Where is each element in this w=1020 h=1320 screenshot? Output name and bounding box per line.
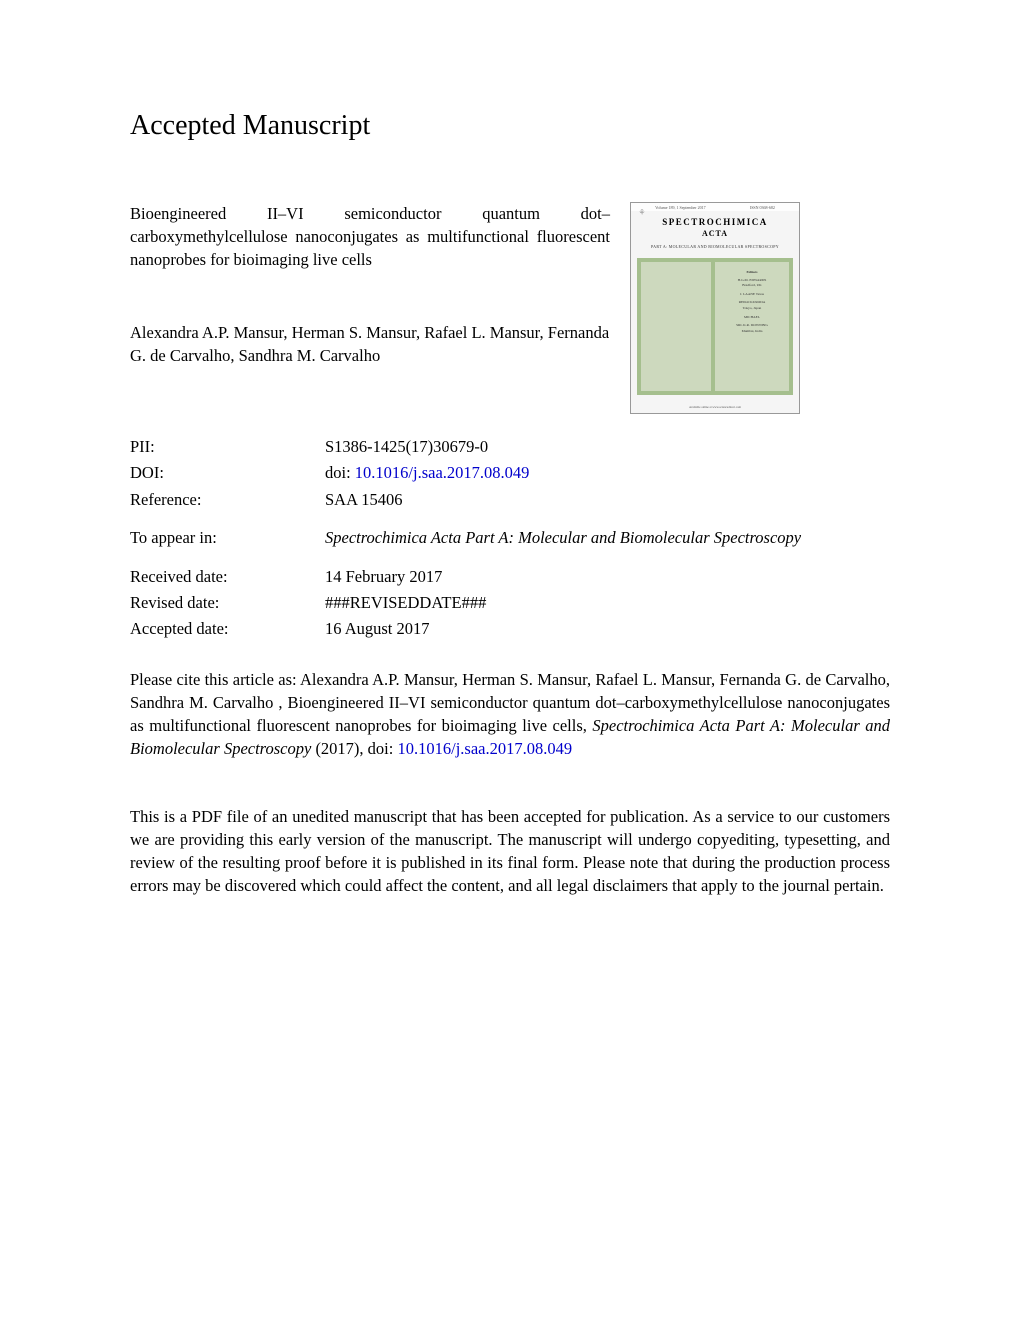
meta-value: 16 August 2017 xyxy=(325,616,890,642)
meta-label: To appear in: xyxy=(130,525,325,551)
thumb-journal-title-2: ACTA xyxy=(631,229,799,242)
meta-value: doi: 10.1016/j.saa.2017.08.049 xyxy=(325,460,890,486)
citation-doi-link[interactable]: 10.1016/j.saa.2017.08.049 xyxy=(397,739,572,758)
thumb-issn: ISSN 0368-682 xyxy=(750,205,775,209)
meta-row-pii: PII: S1386-1425(17)30679-0 xyxy=(130,434,890,460)
meta-label: Accepted date: xyxy=(130,616,325,642)
thumb-panel-right: Editors H.G.M. EDWARDS Bradford, UK J. L… xyxy=(715,262,789,391)
meta-label: Revised date: xyxy=(130,590,325,616)
meta-row-revised: Revised date: ###REVISEDDATE### xyxy=(130,590,890,616)
meta-row-doi: DOI: doi: 10.1016/j.saa.2017.08.049 xyxy=(130,460,890,486)
thumb-editor-loc: Tokyo, Japan xyxy=(717,306,787,312)
meta-label: Reference: xyxy=(130,487,325,513)
article-title: Bioengineered II–VI semiconductor quantu… xyxy=(130,202,610,271)
meta-row-reference: Reference: SAA 15406 xyxy=(130,487,890,513)
doi-prefix: doi: xyxy=(325,463,355,482)
journal-cover-thumbnail: ⚘ Volume 189, 1 September 2017 ISSN 0368… xyxy=(630,202,800,414)
meta-row-received: Received date: 14 February 2017 xyxy=(130,564,890,590)
meta-row-appear: To appear in: Spectrochimica Acta Part A… xyxy=(130,525,890,551)
thumb-body: Editors H.G.M. EDWARDS Bradford, UK J. L… xyxy=(637,258,793,395)
authors: Alexandra A.P. Mansur, Herman S. Mansur,… xyxy=(130,321,610,367)
meta-label: DOI: xyxy=(130,460,325,486)
meta-value: 14 February 2017 xyxy=(325,564,890,590)
meta-row-accepted: Accepted date: 16 August 2017 xyxy=(130,616,890,642)
page-heading: Accepted Manuscript xyxy=(130,110,890,142)
thumb-editor-loc: Bradford, UK xyxy=(717,283,787,289)
elsevier-logo-icon: ⚘ xyxy=(635,205,649,219)
thumb-header: Volume 189, 1 September 2017 ISSN 0368-6… xyxy=(631,203,799,211)
citation-year: (2017), doi: xyxy=(311,739,397,758)
thumb-volume: Volume 189, 1 September 2017 xyxy=(655,205,705,209)
thumb-journal-title-1: SPECTROCHIMICA xyxy=(631,211,799,229)
meta-value: Spectrochimica Acta Part A: Molecular an… xyxy=(325,525,890,551)
doi-link[interactable]: 10.1016/j.saa.2017.08.049 xyxy=(355,463,530,482)
metadata-table: PII: S1386-1425(17)30679-0 DOI: doi: 10.… xyxy=(130,434,890,643)
meta-label: Received date: xyxy=(130,564,325,590)
citation-text: Please cite this article as: Alexandra A… xyxy=(130,668,890,760)
thumb-panel-left xyxy=(641,262,711,391)
thumb-journal-subtitle: PART A: MOLECULAR AND BIOMOLECULAR SPECT… xyxy=(631,242,799,251)
thumb-editor-loc: Mumbai, India xyxy=(717,329,787,335)
thumb-editor: MICHAEL xyxy=(717,315,787,321)
disclaimer-text: This is a PDF file of an unedited manusc… xyxy=(130,805,890,897)
meta-value: ###REVISEDDATE### xyxy=(325,590,890,616)
left-column: Bioengineered II–VI semiconductor quantu… xyxy=(130,202,610,414)
top-section: Bioengineered II–VI semiconductor quantu… xyxy=(130,202,890,414)
thumb-editors-heading: Editors xyxy=(717,270,787,276)
meta-label: PII: xyxy=(130,434,325,460)
thumb-footer: Available online at www.sciencedirect.co… xyxy=(637,405,793,409)
meta-value: SAA 15406 xyxy=(325,487,890,513)
meta-value: S1386-1425(17)30679-0 xyxy=(325,434,890,460)
thumb-editor: J. LAANE Texas xyxy=(717,292,787,298)
